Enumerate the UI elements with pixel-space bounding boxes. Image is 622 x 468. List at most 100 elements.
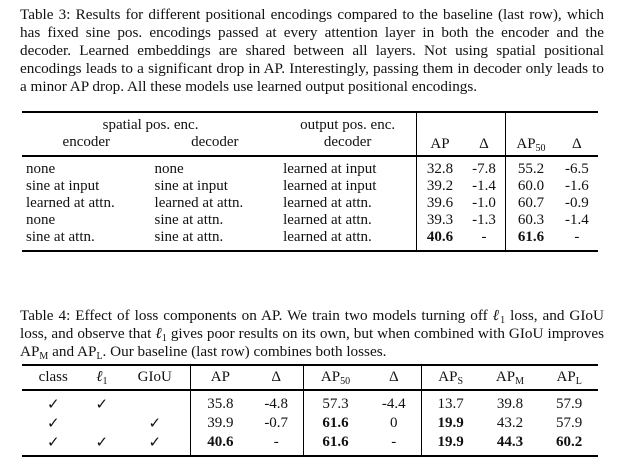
table-cell: sine at input: [26, 178, 100, 194]
table-cell: ✓: [46, 416, 60, 432]
table-cell: learned at attn.: [154, 195, 244, 211]
header-ap50: AP50: [505, 134, 556, 156]
table3-caption: Table 3: Results for different positiona…: [20, 6, 604, 96]
table-cell: 19.9: [420, 433, 480, 456]
table-cell: -1.6: [565, 178, 589, 194]
table-cell: sine at attn.: [154, 229, 224, 245]
table-cell: 39.9: [190, 414, 250, 433]
table-cell: 35.8: [190, 390, 250, 414]
header-output-decoder: decoder: [323, 134, 372, 150]
table-cell: -: [481, 229, 487, 245]
table4-body: ✓ ✓ 35.8 -4.8 57.3 -4.4 13.7 39.8 57.9 ✓ ✓ 39.9 -0.7…: [22, 390, 598, 456]
table-cell: -4.4: [381, 396, 406, 412]
table-row: none sine at attn. learned at attn. 39.3 -1.…: [22, 212, 598, 229]
table-cell: 39.3: [416, 212, 463, 229]
table-cell: sine at input: [154, 178, 228, 194]
table-cell: -1.4: [472, 178, 496, 194]
table-cell: -0.7: [264, 415, 289, 431]
table-cell: -1.3: [472, 212, 496, 228]
table-cell: -4.8: [264, 396, 289, 412]
table-cell: learned at attn.: [26, 195, 115, 211]
header-ap50: AP50: [303, 365, 367, 390]
table-cell: ✓: [46, 435, 60, 451]
table-cell: 55.2: [505, 156, 556, 178]
table-cell: 13.7: [420, 390, 480, 414]
table-cell: -6.5: [565, 161, 589, 177]
table-cell: 60.7: [505, 195, 556, 212]
table-cell: -7.8: [472, 161, 496, 177]
table4-caption-text: Table 4: Effect of loss components on AP…: [20, 307, 604, 362]
table-cell: 61.6: [303, 433, 367, 456]
table-cell: -: [273, 434, 279, 450]
table-cell: -1.4: [565, 212, 589, 228]
table-cell: 61.6: [303, 414, 367, 433]
table-cell: 57.3: [303, 390, 367, 414]
table-cell: learned at attn.: [283, 212, 372, 228]
header-giou: GIoU: [137, 369, 172, 385]
table-cell: 60.3: [505, 212, 556, 229]
table-cell: 43.2: [496, 415, 524, 431]
table3: spatial pos. enc. output pos. enc. encod…: [22, 111, 598, 252]
table-row: none none learned at input 32.8 -7.8 55.2 -6.5: [22, 156, 598, 178]
table-cell: [119, 390, 191, 414]
table-cell: 0: [390, 415, 398, 431]
table-cell: 44.3: [496, 434, 524, 450]
table-cell: ✓: [148, 416, 162, 432]
table-cell: 60.0: [505, 178, 556, 195]
table4: class ℓ1 GIoU AP Δ AP50 Δ APS APM APL ✓ ✓…: [22, 364, 598, 457]
table-cell: -: [391, 434, 397, 450]
table-cell: sine at attn.: [154, 212, 224, 228]
table-row: learned at attn. learned at attn. learned …: [22, 195, 598, 212]
header-apm: APM: [495, 369, 524, 387]
table-row: ✓ ✓ 35.8 -4.8 57.3 -4.4 13.7 39.8 57.9: [22, 390, 598, 414]
table-cell: 39.2: [416, 178, 463, 195]
table-cell: 39.8: [496, 396, 524, 412]
table-row: ✓ ✓ 39.9 -0.7 61.6 0 19.9 43.2 57.9: [22, 414, 598, 433]
table3-body: none none learned at input 32.8 -7.8 55.2 -6.5…: [22, 156, 598, 251]
header-l1: ℓ1: [96, 369, 108, 387]
table-row: sine at attn. sine at attn. learned at att…: [22, 229, 598, 251]
table4-caption: Table 4: Effect of loss components on AP…: [20, 307, 604, 362]
header-delta: Δ: [479, 136, 489, 152]
table-cell: 39.6: [416, 195, 463, 212]
table-cell: 60.2: [556, 434, 583, 450]
table-cell: 57.9: [556, 415, 583, 431]
table-cell: -: [574, 229, 580, 245]
header-aps: APS: [420, 365, 480, 390]
table-cell: learned at input: [283, 178, 377, 194]
table-cell: sine at attn.: [26, 229, 95, 245]
table-cell: 57.9: [556, 396, 583, 412]
table-cell: learned at input: [283, 161, 377, 177]
table-cell: -1.0: [472, 195, 496, 211]
header-delta: Δ: [271, 369, 282, 385]
table-cell: none: [26, 161, 56, 177]
table-cell: [85, 414, 120, 433]
table-cell: 19.9: [420, 414, 480, 433]
table-cell: 40.6: [190, 433, 250, 456]
header-decoder: decoder: [191, 134, 239, 150]
table-cell: ✓: [95, 397, 109, 413]
table-cell: none: [26, 212, 56, 228]
header-apl: APL: [556, 369, 582, 387]
header-ap: AP: [190, 365, 250, 390]
table-cell: learned at attn.: [283, 195, 372, 211]
header-output-group: output pos. enc.: [300, 117, 396, 133]
header-delta2: Δ: [572, 136, 582, 152]
header-spatial-group: spatial pos. enc.: [102, 117, 199, 133]
header-encoder: encoder: [62, 134, 110, 150]
header-ap: AP: [416, 134, 463, 156]
table-cell: -0.9: [565, 195, 589, 211]
table-cell: ✓: [46, 397, 60, 413]
table-cell: 40.6: [416, 229, 463, 251]
table3-caption-text: Table 3: Results for different positiona…: [20, 6, 604, 95]
table-cell: 32.8: [416, 156, 463, 178]
table-cell: ✓: [95, 435, 109, 451]
table-row: ✓ ✓ ✓ 40.6 - 61.6 - 19.9 44.3 60.2: [22, 433, 598, 456]
header-delta2: Δ: [388, 369, 399, 385]
header-class: class: [38, 369, 68, 385]
table-cell: 61.6: [505, 229, 556, 251]
table-cell: none: [154, 161, 184, 177]
table-row: sine at input sine at input learned at inp…: [22, 178, 598, 195]
table-cell: learned at attn.: [283, 229, 372, 245]
table-cell: ✓: [148, 435, 162, 451]
